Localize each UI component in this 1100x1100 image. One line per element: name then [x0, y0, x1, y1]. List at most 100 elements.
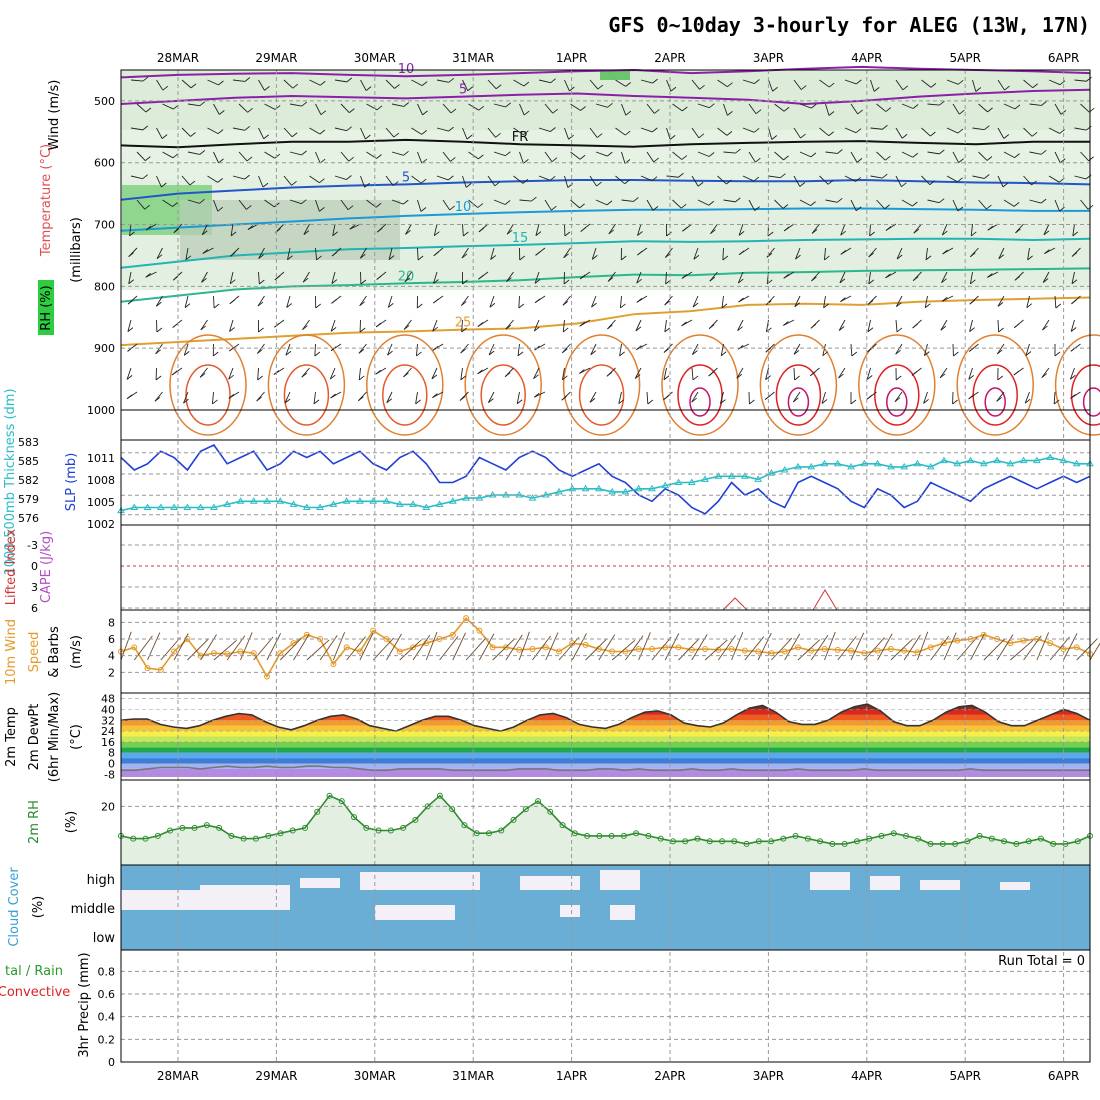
panel-frame-precip: [120, 949, 1091, 1063]
wind-barb: [653, 157, 659, 163]
wind-barb: [289, 199, 302, 205]
wind-barb: [646, 391, 649, 405]
wind-barb: [608, 229, 615, 235]
precip-tick: 0.2: [98, 1033, 116, 1046]
wind-barb: [691, 79, 700, 90]
wind-barb: [625, 110, 632, 116]
axis-label-precip-total: tal / Rain: [5, 964, 63, 979]
wind-barb: [226, 635, 246, 661]
wind-barb: [799, 151, 812, 158]
wind-barb: [392, 181, 399, 186]
wind-barb: [330, 346, 337, 352]
wind-barb: [283, 175, 292, 186]
wind-barb: [840, 230, 846, 236]
wind-barb: [664, 253, 671, 258]
wind-barb: [448, 175, 454, 181]
wind-barb: [896, 327, 903, 333]
wind-barb: [349, 224, 355, 230]
wind-barb: [173, 228, 180, 234]
wind-barb: [621, 103, 627, 116]
wind-barb: [264, 103, 276, 110]
wind-barb: [721, 295, 724, 308]
li-tick: 3: [31, 581, 38, 594]
wind-barb: [360, 79, 367, 91]
wind-barb: [436, 175, 449, 181]
wind-barb: [836, 197, 843, 203]
wind-barb: [258, 175, 264, 188]
wind-barb: [1025, 351, 1032, 356]
wind-barb: [611, 639, 636, 661]
wind-barb: [1024, 398, 1031, 404]
wind-barb: [828, 82, 835, 88]
warm-pocket-contour: [578, 364, 625, 426]
wind-barb: [1080, 199, 1089, 210]
wind-barb: [664, 319, 667, 332]
wind-barb: [896, 302, 902, 307]
wind-barb: [810, 103, 817, 109]
isotherm-line: [120, 296, 1091, 347]
temp-band: [121, 758, 1090, 764]
wind-barb: [562, 375, 568, 381]
wind-barb: [1055, 303, 1062, 309]
wind-barb: [606, 371, 613, 377]
cloud-gap: [1000, 882, 1030, 890]
wind-barb: [810, 201, 816, 206]
wind-barb: [274, 275, 281, 281]
wind-barb: [1003, 103, 1016, 110]
pressure-tick: 500: [94, 95, 115, 108]
wind-barb: [876, 151, 886, 161]
wind-barb: [869, 223, 871, 237]
wind-barb: [274, 322, 280, 328]
wind-barb: [213, 103, 220, 115]
wind-barb: [213, 351, 219, 357]
wind-barb: [837, 636, 857, 661]
wind-barb: [811, 229, 818, 234]
wind-barb: [386, 391, 393, 403]
wind-barb: [156, 127, 163, 139]
wind-barb: [691, 397, 697, 403]
wind-barb: [996, 391, 1005, 402]
wind-barb: [411, 79, 423, 87]
wind-barb: [219, 110, 225, 115]
wind-barb: [819, 127, 829, 137]
wind-barb: [640, 127, 653, 133]
wind-barb: [579, 369, 585, 374]
wind-barb: [462, 175, 467, 188]
thickness-tick: 583: [18, 436, 39, 449]
wind-barb: [742, 127, 755, 133]
wind-barb: [1069, 367, 1075, 380]
wind-barb: [672, 151, 683, 160]
wind-barb: [867, 300, 874, 305]
wind-barb: [896, 254, 903, 260]
wind-barb: [448, 126, 454, 132]
wind-barb: [692, 375, 699, 381]
wind-barb: [207, 79, 219, 86]
panel-frames: [120, 69, 1091, 1063]
wind-barb: [840, 250, 847, 255]
wind-barb: [207, 175, 218, 183]
wind-barb: [717, 127, 728, 136]
wind-barb: [800, 85, 807, 90]
grid-lines: [121, 70, 1090, 1063]
wind-barb: [238, 199, 247, 210]
date-label-bottom: 28MAR: [157, 1069, 199, 1083]
wind-barb: [340, 151, 350, 162]
wind-barb: [637, 231, 643, 236]
wind-barb: [710, 229, 716, 235]
wind-barb: [432, 346, 439, 351]
wind-barb: [346, 636, 366, 661]
wind-barb: [495, 132, 501, 138]
wind-barb: [505, 102, 511, 108]
wind-barb: [997, 79, 1005, 91]
warm-pocket-contour: [382, 364, 428, 426]
wind-barb: [941, 271, 948, 283]
wind-barb: [552, 108, 558, 114]
wind-barb: [359, 301, 365, 307]
wind-barb: [490, 255, 496, 260]
lifted-index-line: [812, 589, 838, 611]
wind-barb: [258, 254, 264, 259]
wind-barb: [957, 128, 964, 134]
warm-pocket-contour: [283, 364, 330, 426]
isotherm-line: [120, 178, 1091, 201]
wind-barb: [664, 247, 673, 258]
